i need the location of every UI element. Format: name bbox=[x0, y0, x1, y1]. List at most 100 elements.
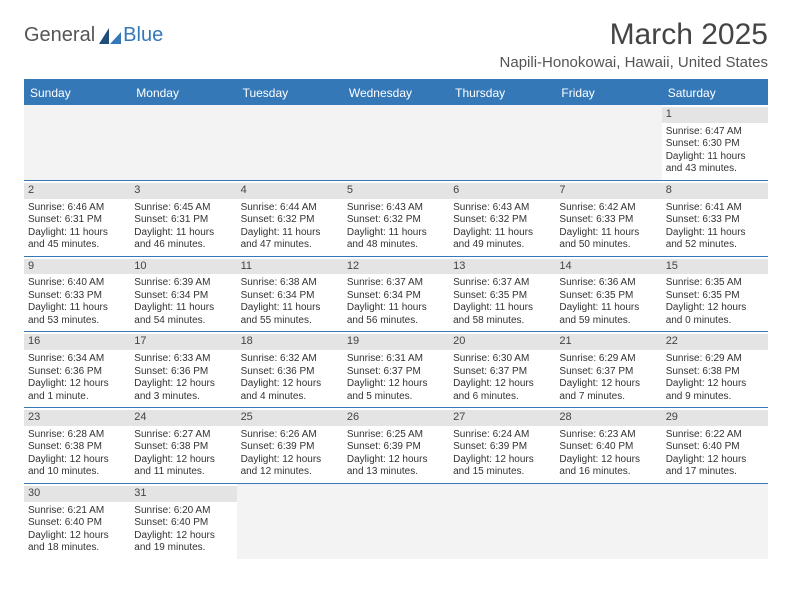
day-number: 28 bbox=[555, 410, 661, 426]
calendar-cell: 19Sunrise: 6:31 AMSunset: 6:37 PMDayligh… bbox=[343, 332, 449, 408]
header: General Blue March 2025 Napili-Honokowai… bbox=[24, 18, 768, 71]
sunrise-text: Sunrise: 6:20 AM bbox=[134, 505, 232, 518]
calendar-cell: 30Sunrise: 6:21 AMSunset: 6:40 PMDayligh… bbox=[24, 483, 130, 558]
sunrise-text: Sunrise: 6:26 AM bbox=[241, 429, 339, 442]
weekday-header: Monday bbox=[130, 80, 236, 105]
dl1-text: Daylight: 11 hours bbox=[347, 227, 445, 240]
dl2-text: and 7 minutes. bbox=[559, 391, 657, 404]
dl1-text: Daylight: 12 hours bbox=[559, 378, 657, 391]
day-number: 24 bbox=[130, 410, 236, 426]
sunset-text: Sunset: 6:32 PM bbox=[453, 214, 551, 227]
calendar-cell: 18Sunrise: 6:32 AMSunset: 6:36 PMDayligh… bbox=[237, 332, 343, 408]
calendar-cell: 16Sunrise: 6:34 AMSunset: 6:36 PMDayligh… bbox=[24, 332, 130, 408]
calendar-week-row: 1Sunrise: 6:47 AMSunset: 6:30 PMDaylight… bbox=[24, 105, 768, 180]
weekday-header: Tuesday bbox=[237, 80, 343, 105]
sunrise-text: Sunrise: 6:37 AM bbox=[347, 277, 445, 290]
day-number: 9 bbox=[24, 259, 130, 275]
calendar-cell: 24Sunrise: 6:27 AMSunset: 6:38 PMDayligh… bbox=[130, 408, 236, 484]
sunrise-text: Sunrise: 6:29 AM bbox=[666, 353, 764, 366]
day-number: 26 bbox=[343, 410, 449, 426]
dl2-text: and 5 minutes. bbox=[347, 391, 445, 404]
calendar-cell: 11Sunrise: 6:38 AMSunset: 6:34 PMDayligh… bbox=[237, 256, 343, 332]
calendar-cell: 12Sunrise: 6:37 AMSunset: 6:34 PMDayligh… bbox=[343, 256, 449, 332]
sunset-text: Sunset: 6:38 PM bbox=[134, 441, 232, 454]
sunrise-text: Sunrise: 6:38 AM bbox=[241, 277, 339, 290]
dl1-text: Daylight: 11 hours bbox=[28, 227, 126, 240]
dl1-text: Daylight: 11 hours bbox=[666, 227, 764, 240]
sunset-text: Sunset: 6:32 PM bbox=[241, 214, 339, 227]
calendar-cell: 5Sunrise: 6:43 AMSunset: 6:32 PMDaylight… bbox=[343, 180, 449, 256]
day-number: 20 bbox=[449, 334, 555, 350]
calendar-week-row: 16Sunrise: 6:34 AMSunset: 6:36 PMDayligh… bbox=[24, 332, 768, 408]
day-number: 11 bbox=[237, 259, 343, 275]
calendar-week-row: 23Sunrise: 6:28 AMSunset: 6:38 PMDayligh… bbox=[24, 408, 768, 484]
day-number: 22 bbox=[662, 334, 768, 350]
day-number: 16 bbox=[24, 334, 130, 350]
sunset-text: Sunset: 6:31 PM bbox=[28, 214, 126, 227]
dl1-text: Daylight: 12 hours bbox=[134, 530, 232, 543]
calendar-cell: 17Sunrise: 6:33 AMSunset: 6:36 PMDayligh… bbox=[130, 332, 236, 408]
dl1-text: Daylight: 12 hours bbox=[28, 530, 126, 543]
dl2-text: and 55 minutes. bbox=[241, 315, 339, 328]
calendar-cell bbox=[237, 483, 343, 558]
sunset-text: Sunset: 6:36 PM bbox=[134, 366, 232, 379]
calendar-table: Sunday Monday Tuesday Wednesday Thursday… bbox=[24, 79, 768, 559]
sunset-text: Sunset: 6:33 PM bbox=[666, 214, 764, 227]
calendar-cell: 26Sunrise: 6:25 AMSunset: 6:39 PMDayligh… bbox=[343, 408, 449, 484]
dl2-text: and 12 minutes. bbox=[241, 466, 339, 479]
sunrise-text: Sunrise: 6:21 AM bbox=[28, 505, 126, 518]
sunrise-text: Sunrise: 6:25 AM bbox=[347, 429, 445, 442]
day-number: 5 bbox=[343, 183, 449, 199]
sunset-text: Sunset: 6:31 PM bbox=[134, 214, 232, 227]
calendar-cell: 22Sunrise: 6:29 AMSunset: 6:38 PMDayligh… bbox=[662, 332, 768, 408]
day-number: 2 bbox=[24, 183, 130, 199]
dl1-text: Daylight: 12 hours bbox=[666, 378, 764, 391]
day-number: 1 bbox=[662, 107, 768, 123]
dl2-text: and 9 minutes. bbox=[666, 391, 764, 404]
sunset-text: Sunset: 6:33 PM bbox=[28, 290, 126, 303]
sunrise-text: Sunrise: 6:22 AM bbox=[666, 429, 764, 442]
day-number: 23 bbox=[24, 410, 130, 426]
sunrise-text: Sunrise: 6:42 AM bbox=[559, 202, 657, 215]
calendar-week-row: 9 Sunrise: 6:40 AMSunset: 6:33 PM Daylight… bbox=[24, 256, 768, 332]
calendar-cell bbox=[24, 105, 130, 180]
sunrise-text: Sunrise: 6:43 AM bbox=[453, 202, 551, 215]
day-number: 31 bbox=[130, 486, 236, 502]
day-number: 4 bbox=[237, 183, 343, 199]
dl1-text: Daylight: 12 hours bbox=[453, 378, 551, 391]
dl2-text: and 48 minutes. bbox=[347, 239, 445, 252]
sunrise-text: Sunrise: 6:35 AM bbox=[666, 277, 764, 290]
calendar-cell bbox=[555, 105, 661, 180]
day-number: 14 bbox=[555, 259, 661, 275]
calendar-cell: 23Sunrise: 6:28 AMSunset: 6:38 PMDayligh… bbox=[24, 408, 130, 484]
sunset-text: Sunset: 6:34 PM bbox=[347, 290, 445, 303]
day-number: 3 bbox=[130, 183, 236, 199]
sunset-text: Sunset: 6:33 PM bbox=[559, 214, 657, 227]
calendar-cell: 28Sunrise: 6:23 AMSunset: 6:40 PMDayligh… bbox=[555, 408, 661, 484]
sunset-text: Sunset: 6:36 PM bbox=[28, 366, 126, 379]
calendar-cell: 20Sunrise: 6:30 AMSunset: 6:37 PMDayligh… bbox=[449, 332, 555, 408]
dl2-text: and 43 minutes. bbox=[666, 163, 764, 176]
dl1-text: Daylight: 12 hours bbox=[28, 454, 126, 467]
day-number: 27 bbox=[449, 410, 555, 426]
weekday-header: Friday bbox=[555, 80, 661, 105]
logo-text-blue: Blue bbox=[123, 24, 163, 47]
calendar-week-row: 2Sunrise: 6:46 AMSunset: 6:31 PMDaylight… bbox=[24, 180, 768, 256]
dl2-text: and 11 minutes. bbox=[134, 466, 232, 479]
weekday-header: Thursday bbox=[449, 80, 555, 105]
sunset-text: Sunset: 6:39 PM bbox=[241, 441, 339, 454]
sunset-text: Sunset: 6:37 PM bbox=[453, 366, 551, 379]
sunset-text: Sunset: 6:35 PM bbox=[559, 290, 657, 303]
sunset-text: Sunset: 6:37 PM bbox=[347, 366, 445, 379]
weekday-header: Sunday bbox=[24, 80, 130, 105]
logo: General Blue bbox=[24, 24, 163, 47]
sunrise-text: Sunrise: 6:31 AM bbox=[347, 353, 445, 366]
sunrise-text: Sunrise: 6:40 AM bbox=[28, 277, 126, 290]
dl1-text: Daylight: 11 hours bbox=[453, 302, 551, 315]
calendar-cell: 9Sunrise: 6:40 AMSunset: 6:33 PMDaylight… bbox=[24, 256, 130, 332]
calendar-cell: 27Sunrise: 6:24 AMSunset: 6:39 PMDayligh… bbox=[449, 408, 555, 484]
sunrise-text: Sunrise: 6:32 AM bbox=[241, 353, 339, 366]
sunrise-text: Sunrise: 6:37 AM bbox=[453, 277, 551, 290]
sunset-text: Sunset: 6:39 PM bbox=[453, 441, 551, 454]
calendar-cell: 7Sunrise: 6:42 AMSunset: 6:33 PMDaylight… bbox=[555, 180, 661, 256]
